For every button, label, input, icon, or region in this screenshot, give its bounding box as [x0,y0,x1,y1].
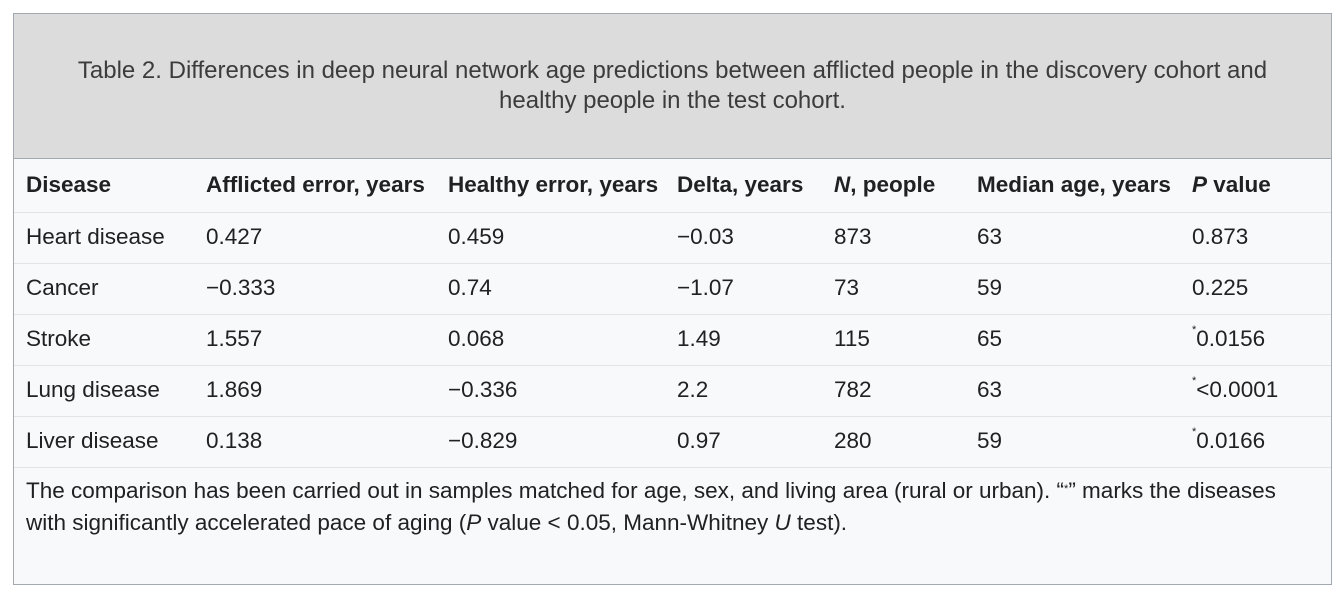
cell-n: 280 [822,416,965,468]
table-row: Stroke 1.557 0.068 1.49 115 65 *0.0156 [14,314,1331,366]
p-value-text: 0.0166 [1196,428,1266,453]
cell-delta: −0.03 [665,212,822,264]
table-footnote: The comparison has been carried out in s… [14,468,1331,539]
p-value-text: 0.225 [1192,275,1249,300]
table-row: Heart disease 0.427 0.459 −0.03 873 63 0… [14,212,1331,264]
footnote-part2: ” marks the diseases with significantly … [26,478,1276,535]
cell-median-age: 59 [965,263,1180,315]
p-value-text: 0.0156 [1196,326,1266,351]
cell-p-value: 0.873 [1180,212,1331,264]
table-row: Liver disease 0.138 −0.829 0.97 280 59 *… [14,416,1331,468]
cell-p-value: *<0.0001 [1180,365,1331,417]
cell-healthy-error: −0.829 [436,416,665,468]
cell-n: 873 [822,212,965,264]
cell-afflicted-error: 0.427 [194,212,436,264]
cell-healthy-error: 0.459 [436,212,665,264]
cell-delta: 2.2 [665,365,822,417]
footnote-star: * [1064,483,1069,495]
cell-p-value: *0.0156 [1180,314,1331,366]
results-table: Disease Afflicted error, years Healthy e… [14,159,1331,468]
significance-mark: * [1192,324,1197,336]
p-value-text: <0.0001 [1196,377,1279,402]
footnote-part4: test). [790,510,848,535]
header-afflicted-error: Afflicted error, years [194,159,436,213]
cell-median-age: 59 [965,416,1180,468]
header-healthy-error: Healthy error, years [436,159,665,213]
cell-disease: Stroke [14,314,194,366]
header-disease: Disease [14,159,194,213]
cell-median-age: 65 [965,314,1180,366]
cell-n: 115 [822,314,965,366]
significance-mark: * [1192,375,1197,387]
cell-disease: Lung disease [14,365,194,417]
header-n-people: N, people [822,159,965,213]
table-header: Disease Afflicted error, years Healthy e… [14,159,1331,213]
significance-mark: * [1192,426,1197,438]
cell-delta: −1.07 [665,263,822,315]
header-p-rest: value [1207,172,1271,197]
cell-afflicted-error: −0.333 [194,263,436,315]
cell-disease: Heart disease [14,212,194,264]
cell-afflicted-error: 0.138 [194,416,436,468]
cell-afflicted-error: 1.869 [194,365,436,417]
table-caption: Table 2. Differences in deep neural netw… [14,14,1331,159]
footnote-part3: value < 0.05, Mann-Whitney [481,510,775,535]
cell-p-value: *0.0166 [1180,416,1331,468]
cell-delta: 1.49 [665,314,822,366]
header-p-italic: P [1192,172,1208,197]
cell-disease: Cancer [14,263,194,315]
cell-disease: Liver disease [14,416,194,468]
footnote-part1: The comparison has been carried out in s… [26,478,1065,503]
caption-text: Table 2. Differences in deep neural netw… [77,57,1268,114]
cell-n: 782 [822,365,965,417]
cell-healthy-error: 0.068 [436,314,665,366]
table-row: Cancer −0.333 0.74 −1.07 73 59 0.225 [14,263,1331,315]
header-n-rest: , people [850,172,936,197]
header-delta: Delta, years [665,159,822,213]
p-value-text: 0.873 [1192,224,1249,249]
header-median-age: Median age, years [965,159,1180,213]
cell-delta: 0.97 [665,416,822,468]
cell-healthy-error: −0.336 [436,365,665,417]
header-p-value: P value [1180,159,1331,213]
table-frame: Table 2. Differences in deep neural netw… [13,13,1332,585]
table-row: Lung disease 1.869 −0.336 2.2 782 63 *<0… [14,365,1331,417]
cell-healthy-error: 0.74 [436,263,665,315]
header-n-italic: N [834,172,851,197]
header-row: Disease Afflicted error, years Healthy e… [14,159,1331,213]
footnote-p-italic: P [466,510,482,535]
footnote-u-italic: U [774,510,791,535]
cell-median-age: 63 [965,212,1180,264]
cell-p-value: 0.225 [1180,263,1331,315]
cell-n: 73 [822,263,965,315]
table-body: Heart disease 0.427 0.459 −0.03 873 63 0… [14,212,1331,468]
cell-median-age: 63 [965,365,1180,417]
cell-afflicted-error: 1.557 [194,314,436,366]
